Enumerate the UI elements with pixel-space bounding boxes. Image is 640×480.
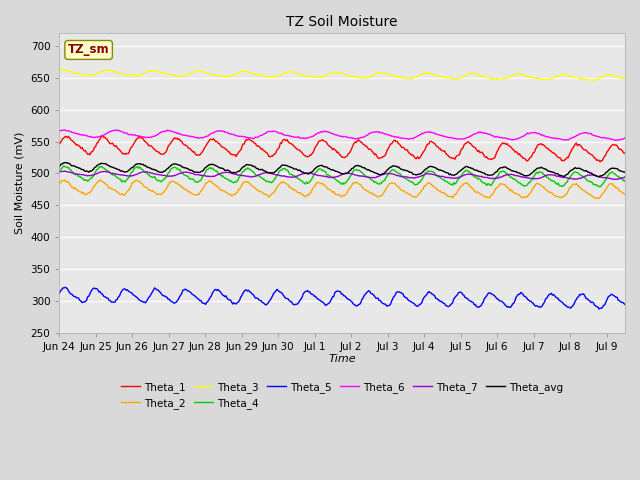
Theta_6 — [329, 131, 337, 137]
Theta_2 — [520, 194, 528, 200]
Theta_3 — [325, 71, 333, 76]
Theta_6 — [621, 135, 629, 141]
Theta_2 — [325, 186, 333, 192]
Theta_5 — [520, 293, 528, 299]
Theta_7 — [621, 174, 629, 180]
Line: Theta_2: Theta_2 — [60, 180, 625, 199]
Legend: Theta_1, Theta_2, Theta_3, Theta_4, Theta_5, Theta_6, Theta_7, Theta_avg: Theta_1, Theta_2, Theta_3, Theta_4, Thet… — [117, 377, 567, 413]
Theta_4 — [56, 168, 63, 174]
Theta_2 — [56, 180, 63, 186]
Line: Theta_3: Theta_3 — [60, 69, 625, 80]
Theta_2 — [592, 196, 600, 202]
Theta_6 — [61, 127, 69, 133]
Theta_1 — [610, 142, 618, 147]
Theta_1 — [99, 133, 106, 139]
Theta_avg — [621, 169, 629, 175]
Theta_5 — [621, 301, 629, 307]
Theta_7 — [325, 175, 333, 180]
Theta_avg — [363, 166, 371, 172]
Theta_6 — [614, 137, 622, 143]
Theta_1 — [621, 150, 629, 156]
Theta_4 — [596, 184, 604, 190]
Theta_7 — [520, 175, 528, 180]
Title: TZ Soil Moisture: TZ Soil Moisture — [287, 15, 398, 29]
Theta_2 — [363, 188, 371, 193]
Theta_1 — [596, 159, 604, 165]
Theta_4 — [621, 179, 629, 184]
Theta_4 — [610, 171, 618, 177]
Theta_6 — [520, 133, 528, 139]
Theta_4 — [520, 183, 528, 189]
Theta_2 — [329, 190, 337, 195]
Theta_6 — [394, 134, 401, 140]
Theta_avg — [595, 174, 603, 180]
Theta_5 — [595, 306, 603, 312]
Theta_2 — [610, 183, 618, 189]
Theta_1 — [394, 138, 401, 144]
Theta_avg — [394, 164, 401, 170]
Theta_7 — [56, 169, 63, 175]
Line: Theta_7: Theta_7 — [60, 171, 625, 180]
Theta_3 — [329, 70, 337, 75]
Theta_3 — [394, 74, 401, 80]
Line: Theta_avg: Theta_avg — [60, 163, 625, 177]
Theta_1 — [56, 141, 63, 146]
Theta_2 — [394, 183, 401, 189]
Text: TZ_sm: TZ_sm — [68, 44, 109, 57]
Theta_7 — [363, 174, 371, 180]
Theta_4 — [60, 163, 68, 169]
Theta_2 — [96, 177, 104, 183]
Theta_1 — [363, 144, 371, 149]
Theta_4 — [325, 173, 333, 179]
Theta_3 — [610, 72, 618, 78]
Theta_2 — [621, 192, 629, 197]
Theta_7 — [394, 173, 401, 179]
X-axis label: Time: Time — [328, 354, 356, 364]
Theta_avg — [520, 173, 528, 179]
Theta_7 — [60, 168, 68, 174]
Line: Theta_4: Theta_4 — [60, 166, 625, 187]
Line: Theta_5: Theta_5 — [60, 288, 625, 309]
Theta_3 — [56, 67, 63, 72]
Theta_5 — [61, 285, 69, 290]
Theta_4 — [329, 175, 337, 180]
Theta_3 — [520, 72, 528, 78]
Theta_avg — [329, 167, 337, 173]
Theta_6 — [56, 128, 63, 134]
Line: Theta_6: Theta_6 — [60, 130, 625, 140]
Theta_7 — [609, 176, 616, 182]
Theta_4 — [394, 169, 401, 175]
Theta_5 — [394, 289, 401, 295]
Theta_5 — [325, 300, 333, 306]
Theta_5 — [329, 294, 337, 300]
Theta_3 — [621, 76, 629, 82]
Theta_5 — [56, 290, 63, 296]
Theta_6 — [609, 137, 616, 143]
Theta_1 — [329, 147, 337, 153]
Theta_4 — [363, 174, 371, 180]
Theta_6 — [363, 132, 371, 138]
Theta_3 — [58, 66, 65, 72]
Theta_5 — [363, 290, 371, 296]
Theta_avg — [56, 164, 63, 169]
Theta_1 — [325, 144, 333, 149]
Theta_3 — [363, 75, 371, 81]
Theta_avg — [61, 160, 69, 166]
Line: Theta_1: Theta_1 — [60, 136, 625, 162]
Theta_1 — [520, 156, 528, 161]
Theta_avg — [325, 166, 333, 171]
Theta_5 — [610, 293, 618, 299]
Theta_7 — [612, 177, 620, 182]
Theta_avg — [610, 166, 618, 171]
Y-axis label: Soil Moisture (mV): Soil Moisture (mV) — [15, 132, 25, 234]
Theta_3 — [591, 77, 598, 83]
Theta_7 — [329, 175, 337, 180]
Theta_6 — [325, 129, 333, 135]
